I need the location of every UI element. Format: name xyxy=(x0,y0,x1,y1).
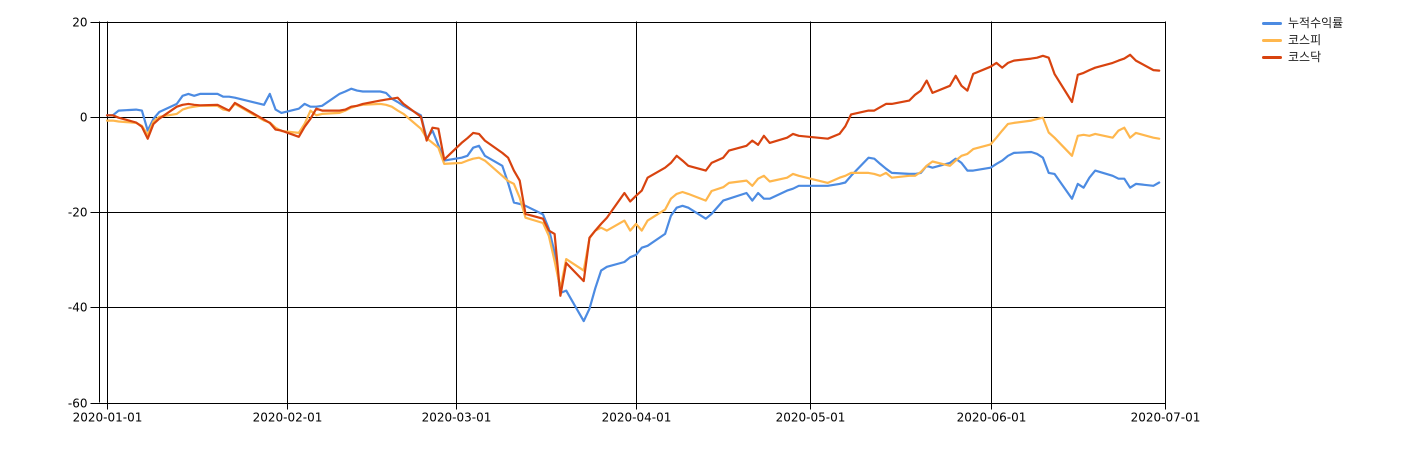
legend-item-kospi[interactable]: 코스피 xyxy=(1262,34,1343,47)
series-line-cumulative-return xyxy=(105,87,1161,323)
x-axis-tick-label: 2020-05-01 xyxy=(776,411,846,425)
chart-legend: 누적수익률 코스피 코스닥 xyxy=(1262,17,1343,64)
legend-line-swatch-cumulative-return xyxy=(1262,22,1282,25)
y-axis-tick-label: -20 xyxy=(68,206,88,220)
x-axis-tick-label: 2020-02-01 xyxy=(253,411,323,425)
legend-label-kospi: 코스피 xyxy=(1288,33,1322,47)
x-axis-tick-label: 2020-01-01 xyxy=(73,411,143,425)
legend-label-cumulative-return: 누적수익률 xyxy=(1288,16,1344,30)
legend-line-swatch-kospi xyxy=(1262,39,1282,42)
legend-item-cumulative-return[interactable]: 누적수익률 xyxy=(1262,17,1343,30)
x-axis-tick-label: 2020-04-01 xyxy=(602,411,672,425)
legend-item-kosdaq[interactable]: 코스닥 xyxy=(1262,51,1343,64)
y-axis-tick-label: -60 xyxy=(68,397,88,411)
x-axis-tick-label: 2020-03-01 xyxy=(422,411,492,425)
x-axis-tick-label: 2020-07-01 xyxy=(1131,411,1201,425)
legend-label-kosdaq: 코스닥 xyxy=(1288,50,1322,64)
series-line-kospi xyxy=(105,102,1161,290)
y-axis-tick-label: -40 xyxy=(68,301,88,315)
y-axis-tick-label: 20 xyxy=(72,16,87,30)
y-axis-tick-label: 0 xyxy=(80,111,88,125)
x-axis-tick-label: 2020-06-01 xyxy=(957,411,1027,425)
legend-line-swatch-kosdaq xyxy=(1262,56,1282,59)
series-line-kosdaq xyxy=(105,53,1161,297)
